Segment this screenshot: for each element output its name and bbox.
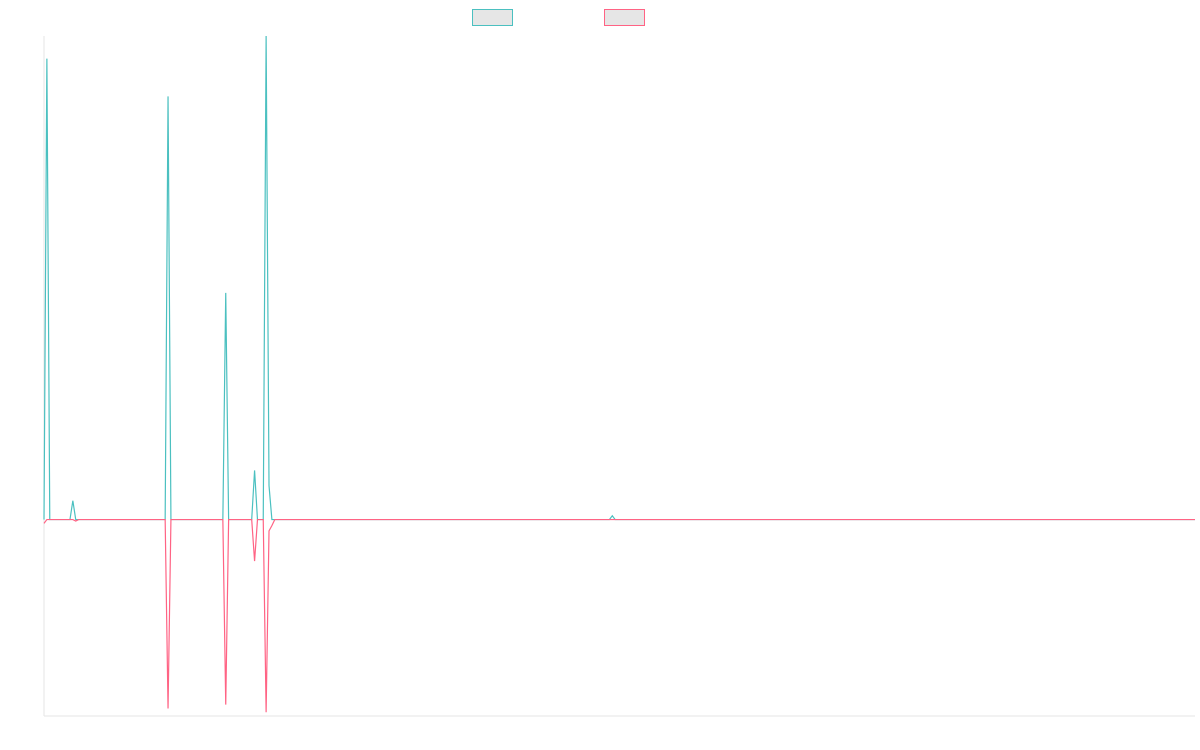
legend [472,9,645,26]
series-layer [43,35,1195,713]
series-line-2 [43,518,1195,713]
legend-swatch-2[interactable] [604,9,645,26]
axes [43,36,1195,717]
legend-swatch-1[interactable] [472,9,513,26]
series-line-1 [43,35,1195,521]
